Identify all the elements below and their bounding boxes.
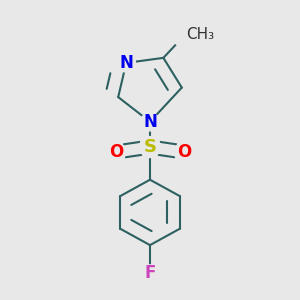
Text: O: O (109, 143, 123, 161)
Circle shape (174, 142, 194, 162)
Circle shape (140, 136, 160, 158)
Circle shape (142, 265, 158, 282)
Text: CH₃: CH₃ (186, 27, 214, 42)
Text: S: S (143, 138, 157, 156)
Circle shape (172, 20, 200, 48)
Text: O: O (177, 143, 191, 161)
Circle shape (117, 54, 135, 72)
Text: N: N (119, 54, 133, 72)
Circle shape (141, 112, 159, 131)
Text: N: N (143, 113, 157, 131)
Circle shape (106, 142, 126, 162)
Text: F: F (144, 264, 156, 282)
